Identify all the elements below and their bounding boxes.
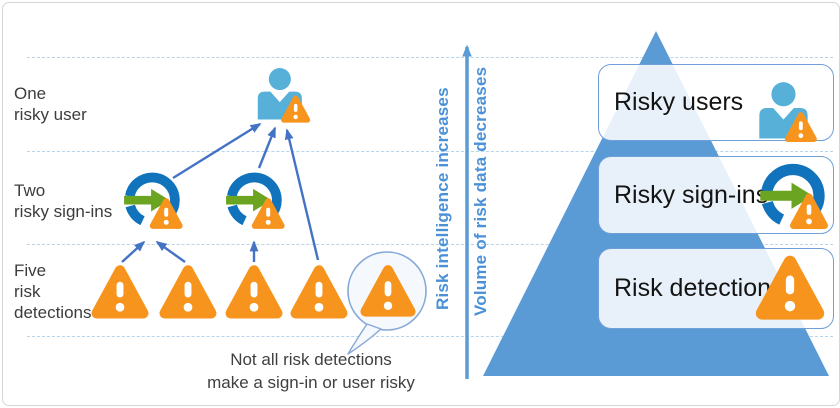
card-label: Risk detections [614,274,784,302]
risk-detection-icon [97,271,144,314]
risk-detection-icon [296,271,343,314]
risky-sign-in-icon [226,177,282,225]
dashed-gridline [27,244,833,245]
card-label: Risky users [614,88,744,116]
dashed-gridline [27,57,833,58]
axis-label-volume-risk-data: Volume of risk data decreases [471,66,490,316]
callout-caption: Not all risk detections make a sign-in o… [207,350,415,392]
risky-sign-in-icon [124,177,180,225]
card-label: Risky sign-ins [614,180,769,209]
risky-user-icon [258,68,308,120]
label-one-risky-user: One risky user [14,84,87,124]
label-five-risk-detections: Five risk detections [14,261,92,322]
flow-arrows [121,122,320,263]
label-two-risky-sign-ins: Two risky sign-ins [14,181,113,221]
risk-detection-icon [231,271,278,314]
dashed-gridline [27,151,833,152]
card-risk-detections: Risk detections [598,248,834,329]
risk-detection-icon [165,271,212,314]
card-risky-sign-ins: Risky sign-ins [598,156,834,234]
dashed-gridline [27,336,833,337]
axis-label-risk-intelligence: Risk intelligence increases [433,87,452,311]
card-risky-users: Risky users [598,64,834,141]
